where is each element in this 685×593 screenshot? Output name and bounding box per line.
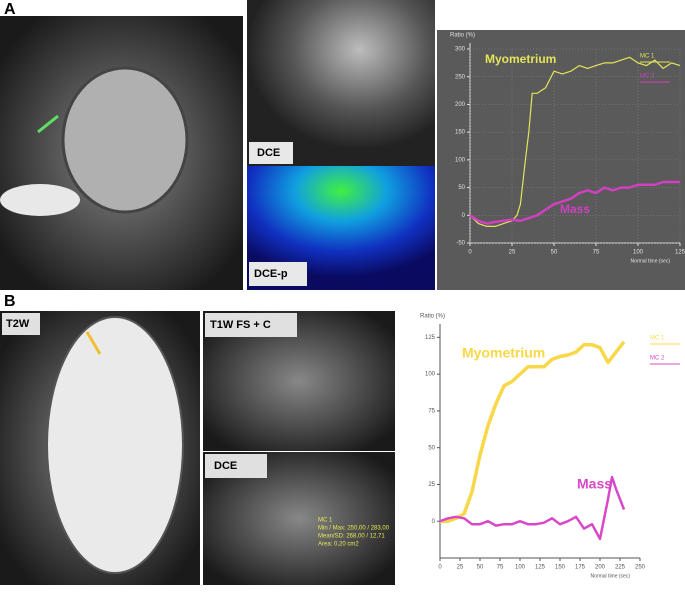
y-tick-label: 250: [455, 74, 466, 80]
x-tick-label: 50: [551, 250, 558, 256]
y-tick-label: 300: [455, 47, 466, 53]
roi-line: Area: 0,20 cm2: [318, 542, 359, 548]
y-tick-label: -50: [456, 241, 465, 247]
x-tick-label: 175: [575, 565, 586, 571]
y-tick-label: 50: [428, 445, 435, 451]
x-axis-label: Normal time (sec): [631, 258, 671, 264]
chart-background: [398, 312, 685, 585]
y-tick-label: 75: [428, 408, 435, 414]
x-tick-label: 0: [438, 565, 442, 571]
y-tick-label: 100: [455, 157, 466, 163]
x-tick-label: 50: [477, 565, 484, 571]
y-axis-label: Ratio (%): [450, 33, 475, 39]
legend-label: MC 2: [640, 74, 655, 80]
image-label: DCE-p: [254, 268, 288, 280]
x-tick-label: 250: [635, 565, 646, 571]
y-tick-label: 150: [455, 130, 466, 136]
x-tick-label: 100: [515, 565, 526, 571]
y-axis-label: Ratio (%): [420, 314, 445, 320]
y-tick-label: 25: [428, 482, 435, 488]
series-label: Myometrium: [462, 345, 545, 361]
legend-label: MC 2: [650, 356, 665, 362]
data-line: [440, 340, 626, 523]
y-tick-label: 125: [425, 335, 436, 341]
image-label: T2W: [6, 318, 30, 330]
y-tick-label: 50: [458, 185, 465, 191]
x-tick-label: 225: [615, 565, 626, 571]
y-tick-label: 100: [425, 372, 436, 378]
series-label: Myometrium: [485, 52, 556, 66]
panel-b-images: [0, 311, 395, 585]
roi-line: MC 1: [318, 518, 333, 524]
x-tick-label: 125: [675, 250, 685, 256]
x-tick-label: 75: [497, 565, 504, 571]
y-tick-label: 0: [432, 519, 436, 525]
x-axis-label: Normal time (sec): [591, 573, 631, 579]
x-tick-label: 150: [555, 565, 566, 571]
roi-line: Min / Max: 250,00 / 283,00: [318, 526, 390, 532]
y-tick-label: 0: [462, 213, 466, 219]
image-label: DCE: [214, 460, 237, 472]
panel-label: B: [4, 293, 16, 310]
data-line: [469, 56, 681, 227]
x-tick-label: 25: [457, 565, 464, 571]
y-tick-label: 200: [455, 102, 466, 108]
series-label: Mass: [577, 476, 612, 492]
data-line: [469, 180, 680, 225]
image-label: DCE: [257, 147, 280, 159]
data-line: [439, 475, 626, 541]
roi-line: Mean/SD: 268,00 / 12,71: [318, 534, 385, 540]
x-tick-label: 100: [633, 250, 644, 256]
x-tick-label: 125: [535, 565, 546, 571]
roi-text: MC 1 Min / Max: 250,00 / 283,00 Mean/SD:…: [318, 518, 390, 548]
panel-a-images: [0, 0, 435, 290]
series-label: Mass: [560, 202, 590, 216]
legend-label: MC 1: [650, 336, 665, 342]
x-tick-label: 75: [593, 250, 600, 256]
x-tick-label: 25: [509, 250, 516, 256]
x-tick-label: 200: [595, 565, 606, 571]
x-tick-label: 0: [468, 250, 472, 256]
panel-label: A: [4, 1, 16, 18]
legend-label: MC 1: [640, 54, 655, 60]
image-label: T1W FS + C: [210, 319, 271, 331]
